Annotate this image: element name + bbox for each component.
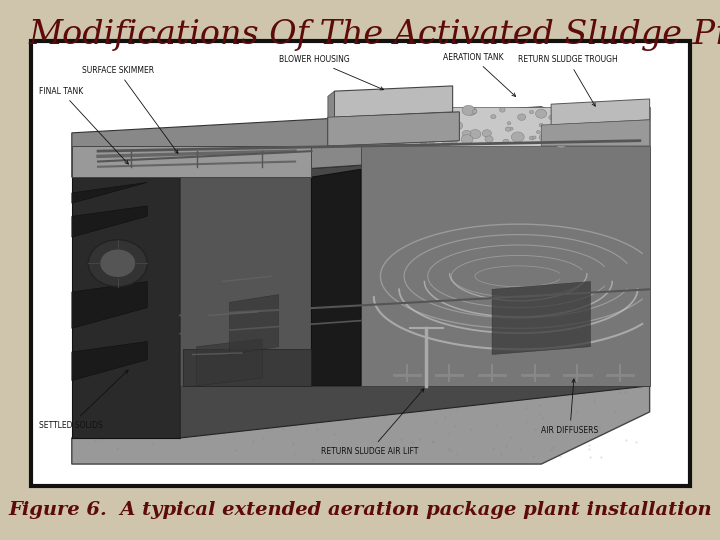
Polygon shape [335,86,453,117]
Circle shape [429,138,435,143]
Circle shape [507,122,511,125]
Circle shape [529,136,534,140]
Circle shape [415,130,424,136]
Circle shape [634,115,639,119]
Circle shape [472,110,477,113]
Circle shape [529,110,534,114]
Circle shape [408,107,420,116]
Circle shape [397,127,409,137]
Circle shape [539,124,543,127]
Circle shape [549,115,554,120]
Polygon shape [72,341,148,381]
Circle shape [448,136,458,144]
Circle shape [462,105,475,116]
Circle shape [452,122,463,130]
Circle shape [466,107,477,115]
Polygon shape [361,107,649,146]
Circle shape [420,139,426,144]
Circle shape [589,113,593,116]
Circle shape [500,107,505,112]
Polygon shape [551,99,649,125]
Circle shape [510,127,513,130]
Circle shape [397,115,408,123]
Circle shape [377,110,383,115]
Circle shape [555,138,567,147]
Circle shape [482,130,492,137]
Circle shape [405,131,412,136]
Circle shape [585,110,591,116]
Polygon shape [180,177,312,386]
Polygon shape [184,349,312,386]
Circle shape [518,114,526,120]
Circle shape [99,249,136,278]
Circle shape [536,109,546,118]
Circle shape [449,121,462,131]
Circle shape [536,131,540,133]
Circle shape [592,134,597,138]
Text: RETURN SLUDGE TROUGH: RETURN SLUDGE TROUGH [518,56,618,106]
Circle shape [462,134,473,144]
Circle shape [462,130,471,137]
Circle shape [562,127,572,134]
Polygon shape [72,177,180,438]
Circle shape [503,139,509,144]
Polygon shape [72,183,148,203]
Text: FINAL TANK: FINAL TANK [39,87,128,164]
Polygon shape [180,146,649,438]
Polygon shape [328,112,459,146]
Circle shape [377,119,387,127]
Circle shape [367,112,377,120]
Text: BLOWER HOUSING: BLOWER HOUSING [279,56,384,90]
Polygon shape [72,281,148,328]
Circle shape [416,110,425,117]
Polygon shape [72,107,649,177]
Polygon shape [361,146,649,386]
Circle shape [443,138,452,146]
Text: AERATION TANK: AERATION TANK [443,53,516,97]
Circle shape [397,133,404,139]
Polygon shape [230,294,279,355]
Polygon shape [197,339,262,386]
Circle shape [564,116,569,119]
Circle shape [432,125,443,133]
Circle shape [469,130,481,139]
Polygon shape [72,206,148,237]
Circle shape [505,127,510,131]
Circle shape [407,114,410,118]
Text: Modifications Of The Activated Sludge Process: Modifications Of The Activated Sludge Pr… [29,19,720,51]
Text: SETTLED SOLIDS: SETTLED SOLIDS [39,370,128,429]
Circle shape [539,133,549,141]
Text: SURFACE SKIMMER: SURFACE SKIMMER [81,66,178,153]
Circle shape [532,136,536,139]
Circle shape [395,138,405,146]
Polygon shape [72,386,649,464]
Polygon shape [328,91,335,146]
Circle shape [621,106,631,115]
Circle shape [372,124,378,128]
Circle shape [545,130,553,136]
Polygon shape [328,112,459,146]
Bar [31,40,690,486]
Circle shape [89,240,148,287]
Circle shape [485,136,493,143]
Circle shape [491,114,496,119]
Circle shape [382,110,391,118]
Polygon shape [312,170,361,386]
Text: Figure 6.  A typical extended aeration package plant installation: Figure 6. A typical extended aeration pa… [8,501,712,519]
Circle shape [573,106,585,116]
Circle shape [613,133,618,137]
Circle shape [435,124,441,129]
Circle shape [539,110,546,116]
Polygon shape [72,146,312,177]
Polygon shape [541,120,649,146]
Circle shape [449,128,459,137]
Polygon shape [492,281,590,355]
Text: RETURN SLUDGE AIR LIFT: RETURN SLUDGE AIR LIFT [321,389,424,456]
Text: AIR DIFFUSERS: AIR DIFFUSERS [541,379,598,435]
Circle shape [511,132,524,142]
Circle shape [593,130,598,134]
